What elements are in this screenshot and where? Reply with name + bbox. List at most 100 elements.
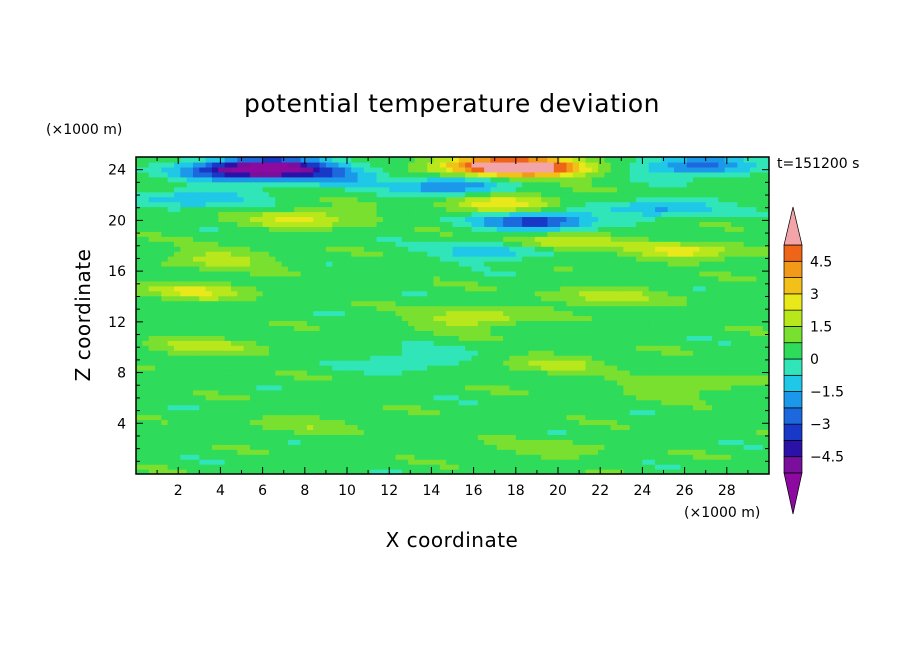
heatmap-cell — [433, 226, 441, 232]
heatmap-cell — [218, 226, 226, 232]
heatmap-cell — [414, 270, 422, 277]
heatmap-cell — [547, 384, 555, 391]
heatmap-cell — [370, 251, 378, 257]
heatmap-cell — [268, 384, 276, 391]
heatmap-cell — [743, 384, 751, 391]
heatmap-cell — [718, 345, 726, 351]
heatmap-cell — [509, 305, 517, 312]
heatmap-cell — [154, 464, 162, 470]
heatmap-cell — [154, 454, 162, 460]
heatmap-cell — [173, 379, 181, 386]
heatmap-cell — [414, 419, 422, 426]
heatmap-cell — [515, 409, 523, 416]
heatmap-cell — [490, 449, 498, 455]
heatmap-cell — [433, 345, 441, 351]
heatmap-cell — [192, 265, 200, 272]
heatmap-cell — [572, 429, 580, 435]
heatmap-cell — [674, 389, 681, 396]
heatmap-cell — [243, 469, 251, 474]
heatmap-cell — [503, 384, 511, 391]
heatmap-cell — [256, 345, 264, 351]
heatmap-cell — [712, 449, 719, 455]
heatmap-cell — [705, 275, 713, 282]
heatmap-cell — [275, 374, 283, 381]
heatmap-cell — [363, 265, 371, 272]
heatmap-cell — [249, 241, 257, 247]
heatmap-cell — [414, 434, 422, 440]
heatmap-cell — [148, 270, 156, 277]
heatmap-cell — [598, 365, 606, 371]
heatmap-cell — [262, 330, 270, 336]
heatmap-cell — [731, 261, 738, 267]
heatmap-cell — [534, 464, 542, 470]
heatmap-cell — [623, 275, 631, 282]
heatmap-cell — [674, 231, 681, 237]
heatmap-cell — [161, 236, 169, 242]
heatmap-cell — [433, 424, 441, 431]
heatmap-cell — [148, 310, 156, 317]
heatmap-cell — [712, 350, 719, 356]
heatmap-cell — [186, 285, 194, 292]
heatmap-cell — [319, 399, 327, 406]
heatmap-cell — [496, 449, 504, 455]
heatmap-cell — [395, 246, 403, 252]
heatmap-cell — [642, 226, 650, 232]
heatmap-cell — [617, 434, 625, 440]
heatmap-cell — [344, 310, 352, 317]
heatmap-cell — [294, 300, 302, 307]
heatmap-cell — [547, 394, 555, 401]
heatmap-cell — [161, 270, 169, 277]
heatmap-cell — [541, 236, 549, 242]
heatmap-cell — [376, 394, 384, 401]
heatmap-cell — [610, 459, 618, 465]
heatmap-cell — [180, 265, 188, 272]
heatmap-cell — [572, 365, 580, 371]
heatmap-cell — [743, 419, 751, 426]
heatmap-cell — [674, 305, 681, 312]
heatmap-cell — [560, 384, 568, 391]
heatmap-cell — [243, 226, 251, 232]
heatmap-cell — [686, 449, 694, 455]
heatmap-cell — [509, 389, 517, 396]
heatmap-cell — [465, 340, 473, 346]
heatmap-cell — [503, 454, 511, 460]
heatmap-cell — [648, 325, 656, 331]
heatmap-cell — [465, 399, 473, 406]
heatmap-cell — [408, 265, 416, 272]
heatmap-cell — [325, 300, 333, 307]
heatmap-cell — [167, 231, 175, 237]
heatmap-cell — [541, 246, 549, 252]
heatmap-cell — [686, 325, 694, 331]
heatmap-cell — [237, 265, 245, 272]
heatmap-cell — [515, 241, 523, 247]
heatmap-cell — [408, 409, 416, 416]
heatmap-cell — [249, 369, 257, 376]
heatmap-cell — [743, 414, 751, 421]
heatmap-cell — [199, 231, 207, 237]
heatmap-cell — [357, 369, 365, 376]
heatmap-cell — [528, 275, 536, 282]
heatmap-cell — [136, 275, 143, 282]
heatmap-cell — [370, 419, 378, 426]
heatmap-cell — [642, 246, 650, 252]
heatmap-cell — [199, 345, 207, 351]
heatmap-cell — [566, 355, 574, 361]
heatmap-cell — [439, 261, 447, 267]
heatmap-cell — [503, 389, 511, 396]
heatmap-cell — [648, 365, 656, 371]
heatmap-cell — [674, 280, 681, 287]
heatmap-cell — [370, 439, 378, 445]
heatmap-cell — [363, 439, 371, 445]
heatmap-cell — [560, 265, 568, 272]
heatmap-cell — [604, 270, 612, 277]
heatmap-cell — [294, 355, 302, 361]
heatmap-cell — [338, 355, 346, 361]
heatmap-cell — [325, 295, 333, 302]
heatmap-cell — [142, 310, 150, 317]
heatmap-cell — [610, 419, 618, 426]
heatmap-cell — [756, 424, 764, 431]
heatmap-cell — [148, 429, 156, 435]
heatmap-cell — [731, 300, 738, 307]
heatmap-cell — [680, 439, 688, 445]
heatmap-cell — [731, 335, 738, 341]
